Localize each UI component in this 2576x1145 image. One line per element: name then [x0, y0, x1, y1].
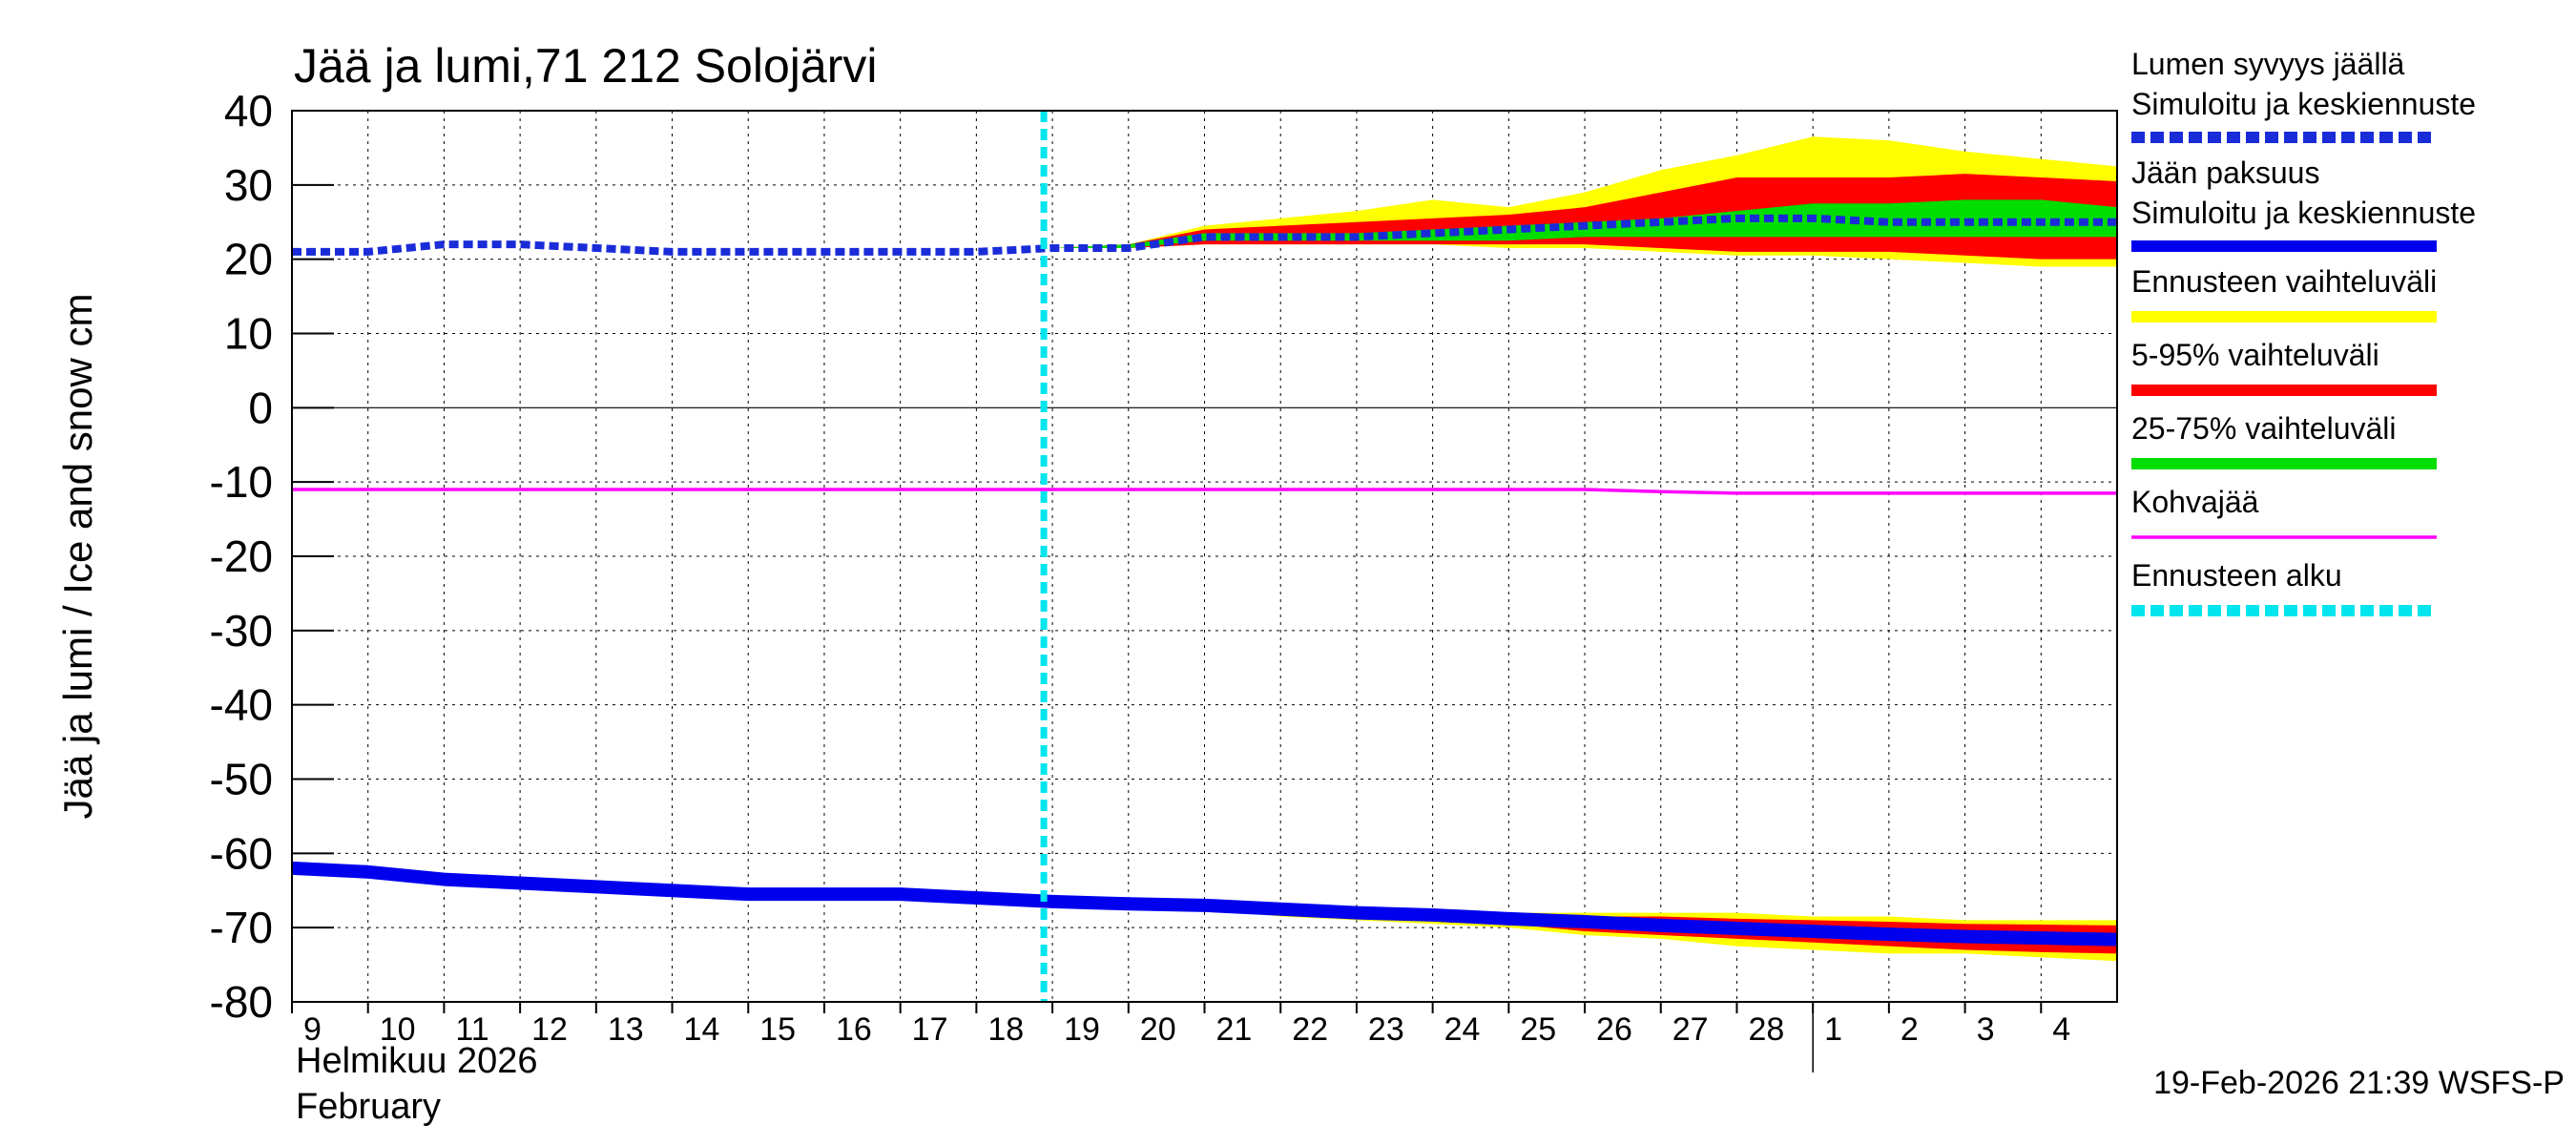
x-tick-label: 10 [380, 1011, 416, 1048]
x-tick-label: 26 [1596, 1011, 1632, 1048]
x-month-fi: Helmikuu 2026 [296, 1041, 537, 1081]
snow-depth-line [292, 214, 2117, 256]
x-tick-label: 20 [1140, 1011, 1176, 1048]
legend-label: Kohvajää [2131, 485, 2259, 519]
y-tick-label: -40 [210, 680, 273, 730]
x-tick-label: 12 [531, 1011, 568, 1048]
legend-label: 25-75% vaihteluväli [2131, 411, 2397, 446]
x-tick-label: 2 [1901, 1011, 1919, 1048]
y-tick-label: -30 [210, 606, 273, 656]
x-tick-label: 1 [1824, 1011, 1842, 1048]
y-tick-label: -10 [210, 457, 273, 507]
timestamp: 19-Feb-2026 21:39 WSFS-P [2153, 1065, 2565, 1101]
y-tick-label: 40 [224, 86, 273, 135]
x-tick-label: 18 [987, 1011, 1024, 1048]
y-tick-label: 10 [224, 309, 273, 359]
legend-layer: Lumen syvyys jäällä Simuloitu ja keskienn… [2131, 47, 2476, 616]
legend-label: Ennusteen vaihteluväli [2131, 264, 2437, 299]
y-axis-label: Jää ja lumi / Ice and snow cm [55, 294, 100, 820]
x-month-en: February [296, 1087, 441, 1127]
grid-layer [292, 111, 2117, 1002]
legend-label: Lumen syvyys jäällä [2131, 47, 2405, 81]
y-tick-label: 0 [248, 383, 273, 432]
x-tick-label: 22 [1292, 1011, 1328, 1048]
x-tick-label: 16 [836, 1011, 872, 1048]
x-tick-label: 21 [1216, 1011, 1253, 1048]
legend-label: Simuloitu ja keskiennuste [2131, 87, 2476, 121]
x-tick-label: 11 [455, 1011, 488, 1048]
x-tick-label: 15 [759, 1011, 796, 1048]
legend-label: Jään paksuus [2131, 156, 2319, 190]
x-tick-label: 24 [1444, 1011, 1481, 1048]
series-layer [291, 111, 2118, 1002]
y-tick-label: -20 [210, 531, 273, 581]
y-tick-label: -60 [210, 828, 273, 878]
x-tick-label: 13 [608, 1011, 644, 1048]
y-tick-label: -80 [210, 977, 273, 1027]
legend-label: 5-95% vaihteluväli [2131, 338, 2379, 372]
x-tick-label: 19 [1064, 1011, 1100, 1048]
y-tick-label: 30 [224, 160, 273, 210]
legend-label: Ennusteen alku [2131, 558, 2342, 593]
y-tick-label: -50 [210, 755, 273, 804]
x-tick-label: 27 [1672, 1011, 1709, 1048]
chart-title: Jää ja lumi,71 212 Solojärvi [294, 39, 877, 93]
x-tick-label: 14 [684, 1011, 720, 1048]
x-tick-label: 23 [1368, 1011, 1404, 1048]
x-tick-label: 28 [1748, 1011, 1784, 1048]
ice-thickness-line [291, 861, 2118, 947]
x-tick-label: 3 [1977, 1011, 1995, 1048]
x-tick-label: 4 [2052, 1011, 2070, 1048]
y-tick-label: -70 [210, 903, 273, 952]
slush-ice-line [292, 488, 2117, 495]
x-tick-label: 17 [912, 1011, 948, 1048]
x-tick-label: 25 [1520, 1011, 1556, 1048]
y-tick-label: 20 [224, 235, 273, 284]
x-tick-label: 9 [303, 1011, 322, 1048]
legend-label: Simuloitu ja keskiennuste [2131, 196, 2476, 230]
plot-frame [291, 110, 2118, 1003]
